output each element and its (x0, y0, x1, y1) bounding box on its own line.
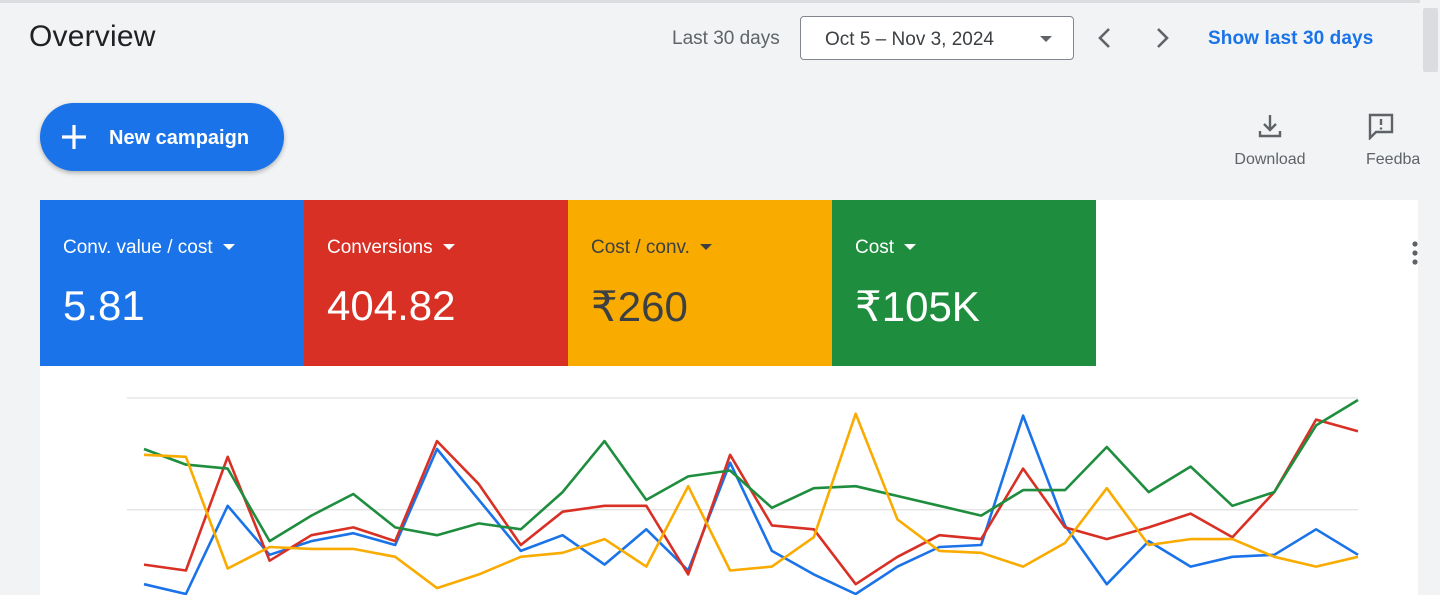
download-icon (1258, 115, 1282, 138)
date-range-picker[interactable]: Oct 5 – Nov 3, 2024 (800, 16, 1074, 60)
metric-value: ₹260 (591, 283, 688, 330)
page-title: Overview (29, 20, 156, 53)
chart-series-line-2 (143, 418, 1359, 586)
metric-tile-conv-value-cost[interactable]: Conv. value / cost 5.81 (40, 200, 304, 366)
metric-tile-cost-per-conv[interactable]: Cost / conv. ₹260 (568, 200, 832, 366)
chevron-right-icon (1157, 28, 1169, 48)
dropdown-caret-icon (904, 244, 917, 250)
previous-period-button[interactable] (1090, 22, 1120, 54)
scrollbar-thumb[interactable] (1423, 8, 1438, 72)
chart-series-line-4 (143, 412, 1359, 590)
new-campaign-button[interactable]: New campaign (40, 103, 284, 171)
dropdown-caret-icon (222, 244, 235, 250)
feedback-icon (1368, 113, 1394, 141)
performance-line-chart (127, 397, 1359, 595)
download-label: Download (1234, 151, 1306, 168)
chevron-left-icon (1098, 28, 1110, 48)
chart-series-line-1 (143, 414, 1359, 595)
new-campaign-label: New campaign (109, 127, 250, 149)
metric-label: Conv. value / cost (63, 237, 213, 258)
metric-tile-conversions[interactable]: Conversions 404.82 (304, 200, 568, 366)
metric-label: Conversions (327, 237, 433, 258)
plus-icon (62, 125, 86, 149)
dropdown-caret-icon (442, 244, 455, 250)
next-period-button[interactable] (1148, 22, 1178, 54)
metric-value: 5.81 (63, 282, 145, 329)
download-button[interactable]: Download (1228, 112, 1312, 169)
metric-label: Cost / conv. (591, 237, 690, 258)
feedback-label: Feedback (1366, 151, 1420, 168)
more-options-icon[interactable] (1410, 240, 1420, 266)
metric-value: ₹105K (855, 283, 980, 330)
show-last-30-days-link[interactable]: Show last 30 days (1208, 28, 1374, 49)
metric-label: Cost (855, 237, 895, 258)
dropdown-caret-icon (699, 244, 712, 250)
chart-series-line-3 (143, 398, 1359, 543)
date-range-label: Last 30 days (672, 28, 780, 49)
dropdown-caret-icon (1040, 36, 1052, 42)
feedback-button[interactable]: Feedback (1366, 112, 1420, 169)
metric-value: 404.82 (327, 282, 456, 329)
metric-tile-cost[interactable]: Cost ₹105K (832, 200, 1096, 366)
top-divider (0, 0, 1420, 3)
date-range-value: Oct 5 – Nov 3, 2024 (825, 29, 994, 50)
page-scrollbar[interactable] (1421, 0, 1440, 595)
